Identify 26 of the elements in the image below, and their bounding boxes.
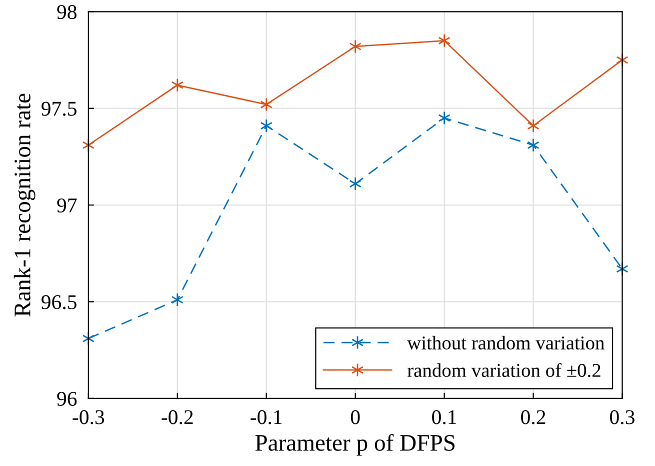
legend-label: random variation of ±0.2 bbox=[407, 363, 600, 378]
x-axis-title: Parameter p of DFPS bbox=[255, 434, 455, 456]
point bbox=[349, 40, 362, 54]
point bbox=[438, 111, 450, 125]
y-tick-label: 96.5 bbox=[42, 295, 76, 310]
point bbox=[260, 98, 272, 112]
point bbox=[438, 34, 450, 48]
point bbox=[527, 118, 540, 133]
y-tick-label: 96 bbox=[57, 392, 77, 406]
point bbox=[171, 292, 184, 307]
x-tick-label: -0.3 bbox=[72, 410, 104, 424]
y-tick-label: 98 bbox=[57, 5, 77, 20]
point bbox=[527, 138, 540, 152]
point bbox=[349, 176, 362, 191]
legend-label: without random variation bbox=[407, 336, 604, 350]
y-tick-label: 97 bbox=[57, 198, 77, 212]
point bbox=[171, 78, 184, 92]
x-tick-label: 0.2 bbox=[521, 410, 546, 424]
x-tick-label: 0.1 bbox=[432, 410, 456, 424]
x-tick-label: -0.1 bbox=[250, 410, 282, 424]
x-tick-label: 0.3 bbox=[610, 410, 634, 424]
x-tick-label: 0 bbox=[350, 410, 360, 424]
y-tick-label: 97.5 bbox=[42, 102, 76, 116]
point bbox=[260, 118, 272, 133]
x-tick-label: -0.2 bbox=[162, 410, 193, 424]
y-axis-title: Rank-1 recognition rate bbox=[14, 94, 36, 316]
